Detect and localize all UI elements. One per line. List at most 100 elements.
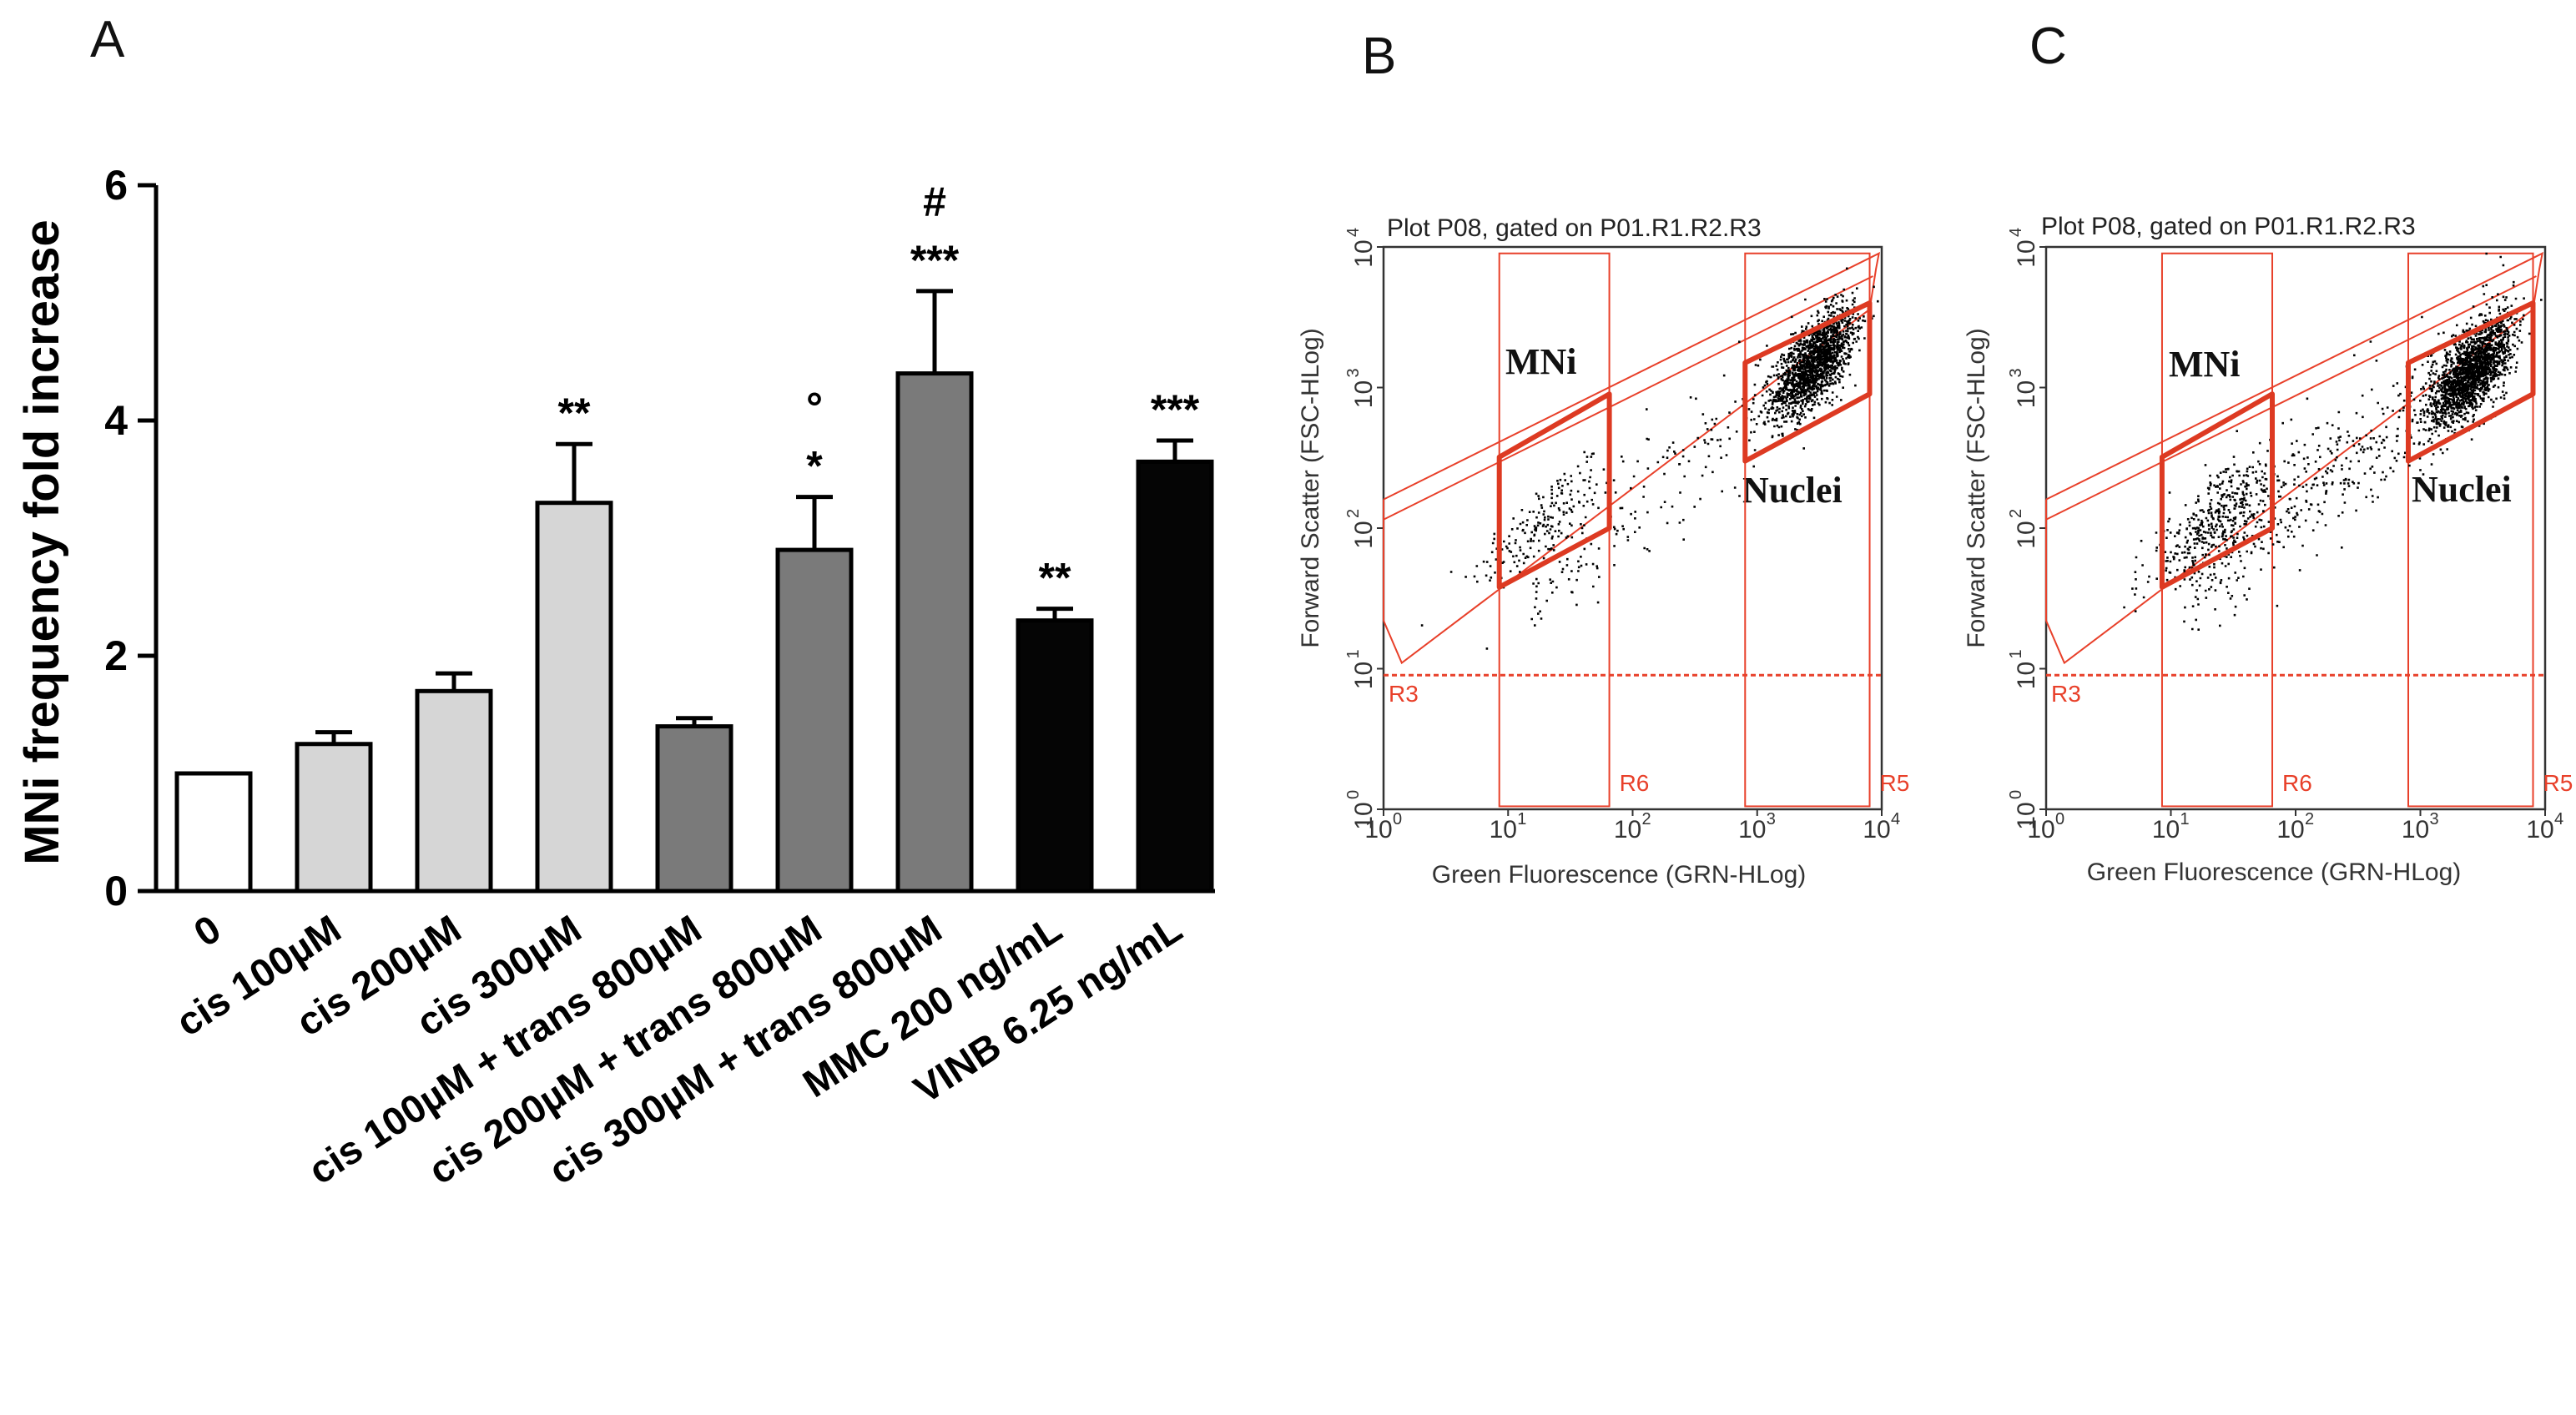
significance-annotations: ***°***#***** bbox=[558, 179, 1200, 602]
flow-b-region-label-mni: MNi bbox=[1505, 341, 1577, 382]
flow-b-y-tick-exp-2: 2 bbox=[1344, 509, 1363, 518]
flow-c-gate-r3-label: R3 bbox=[2051, 681, 2081, 707]
flow-b-y-tick-label-4: 10 bbox=[1350, 239, 1378, 267]
flow-c-x-tick-label-4: 10 bbox=[2526, 816, 2553, 843]
panel-letter-c: C bbox=[2029, 18, 2067, 75]
flow-b-x-tick-exp-0: 0 bbox=[1393, 810, 1402, 828]
flow-c-y-tick-exp-3: 3 bbox=[2007, 368, 2025, 377]
x-tick-label-0: 0 bbox=[186, 906, 229, 955]
flow-c-y-tick-label-2: 10 bbox=[2013, 521, 2040, 548]
bar-1 bbox=[295, 742, 373, 894]
flow-b-x-tick-label-2: 10 bbox=[1614, 816, 1641, 843]
flow-c-y-tick-exp-2: 2 bbox=[2007, 509, 2025, 518]
significance-annotation-5-0: * bbox=[806, 443, 823, 490]
bar-5 bbox=[775, 547, 854, 894]
flow-c-x-tick-label-3: 10 bbox=[2402, 816, 2429, 843]
flow-b-region-label-nuclei: Nuclei bbox=[1742, 470, 1843, 511]
y-axis: 0 2 4 6 bbox=[104, 162, 1215, 914]
bar-8 bbox=[1136, 459, 1214, 894]
flow-b-region-mni bbox=[1496, 391, 1612, 590]
bar-7 bbox=[1016, 618, 1094, 894]
flow-b-y-tick-label-1: 10 bbox=[1350, 662, 1378, 689]
error-bars bbox=[315, 289, 1193, 744]
flow-c-y-tick-label-4: 10 bbox=[2013, 239, 2040, 267]
flow-b-y-tick-exp-4: 4 bbox=[1344, 228, 1363, 237]
flow-plot-b: Plot P08, gated on P01.R1.R2.R3 Green Fl… bbox=[1297, 214, 1909, 889]
flow-b-gate-r5-label: R5 bbox=[1880, 770, 1910, 796]
significance-annotation-5-1: ° bbox=[806, 385, 823, 431]
bar-series bbox=[174, 371, 1214, 894]
flow-b-gate-r5 bbox=[1744, 252, 1871, 808]
flow-b-outer-gate bbox=[1383, 251, 1881, 665]
flow-b-x-tick-label-0: 10 bbox=[1364, 816, 1392, 843]
flow-c-gate-r6-label: R6 bbox=[2282, 770, 2312, 796]
flow-b-gate-r3-label: R3 bbox=[1389, 681, 1419, 707]
flow-c-x-tick-label-1: 10 bbox=[2152, 816, 2180, 843]
flow-c-y-tick-label-0: 10 bbox=[2013, 802, 2040, 829]
flow-c-gate-r5 bbox=[2407, 252, 2534, 808]
panel-letter-a: A bbox=[90, 11, 125, 68]
flow-c-y-tick-label-3: 10 bbox=[2013, 380, 2040, 408]
flow-c-y-tick-label-1: 10 bbox=[2013, 662, 2040, 689]
y-axis-title: MNi frequency fold increase bbox=[15, 219, 69, 865]
flow-c-x-tick-exp-2: 2 bbox=[2305, 810, 2314, 828]
bar-0 bbox=[174, 771, 253, 894]
flow-b-region-nuclei bbox=[1742, 300, 1873, 464]
y-tick-label-3: 6 bbox=[104, 162, 128, 209]
flow-c-region-mni bbox=[2159, 391, 2275, 590]
flow-b-x-tick-exp-2: 2 bbox=[1642, 810, 1651, 828]
flow-c-ylabel: Forward Scatter (FSC-HLog) bbox=[1963, 328, 1990, 647]
significance-annotation-6-0: *** bbox=[910, 237, 960, 284]
panel-letter-b: B bbox=[1362, 28, 1396, 85]
flow-c-x-tick-label-0: 10 bbox=[2027, 816, 2054, 843]
flow-b-xlabel: Green Fluorescence (GRN-HLog) bbox=[1432, 861, 1807, 889]
flow-c-region-label-mni: MNi bbox=[2169, 344, 2241, 385]
flow-c-title: Plot P08, gated on P01.R1.R2.R3 bbox=[2041, 213, 2416, 240]
flow-b-x-tick-exp-4: 4 bbox=[1891, 810, 1900, 828]
significance-annotation-6-1: # bbox=[923, 179, 946, 225]
flow-c-y-tick-exp-1: 1 bbox=[2007, 649, 2025, 658]
flow-c-outer-gate bbox=[2045, 251, 2544, 665]
flow-c-x-tick-exp-1: 1 bbox=[2180, 810, 2190, 828]
flow-c-region-nuclei bbox=[2406, 300, 2536, 464]
flow-c-outer-gate-upper bbox=[2045, 275, 2537, 521]
flow-c-xlabel: Green Fluorescence (GRN-HLog) bbox=[2087, 859, 2462, 886]
flow-c-x-tick-exp-4: 4 bbox=[2554, 810, 2563, 828]
flow-b-y-tick-exp-0: 0 bbox=[1344, 790, 1363, 799]
y-tick-label-0: 0 bbox=[104, 868, 128, 914]
flow-b-x-tick-label-1: 10 bbox=[1490, 816, 1517, 843]
significance-annotation-8-0: *** bbox=[1151, 386, 1200, 433]
flow-b-x-tick-label-4: 10 bbox=[1863, 816, 1890, 843]
flow-c-x-tick-exp-3: 3 bbox=[2430, 810, 2439, 828]
flow-b-y-tick-label-2: 10 bbox=[1350, 521, 1378, 548]
significance-annotation-7-0: ** bbox=[1039, 555, 1071, 602]
y-tick-label-2: 4 bbox=[104, 397, 128, 444]
flow-b-y-tick-label-3: 10 bbox=[1350, 380, 1378, 408]
flow-c-x-tick-exp-0: 0 bbox=[2055, 810, 2064, 828]
bar-6 bbox=[895, 371, 974, 894]
flow-c-y-tick-exp-0: 0 bbox=[2007, 790, 2025, 799]
flow-c-y-tick-exp-4: 4 bbox=[2007, 228, 2025, 237]
flow-b-x-tick-exp-1: 1 bbox=[1517, 810, 1526, 828]
flow-b-x-tick-exp-3: 3 bbox=[1767, 810, 1776, 828]
flow-b-gate-r6 bbox=[1498, 252, 1611, 808]
significance-annotation-3-0: ** bbox=[558, 390, 591, 436]
flow-b-event-dots bbox=[1420, 267, 1879, 650]
flow-plot-c: Plot P08, gated on P01.R1.R2.R3 Green Fl… bbox=[1963, 213, 2573, 886]
bar-4 bbox=[655, 724, 733, 894]
flow-b-ylabel: Forward Scatter (FSC-HLog) bbox=[1297, 328, 1324, 647]
flow-c-gate-r5-label: R5 bbox=[2543, 770, 2573, 796]
flow-b-gate-r6-label: R6 bbox=[1620, 770, 1650, 796]
flow-c-region-label-nuclei: Nuclei bbox=[2412, 469, 2512, 510]
flow-b-title: Plot P08, gated on P01.R1.R2.R3 bbox=[1387, 214, 1762, 242]
flow-b-x-tick-label-3: 10 bbox=[1738, 816, 1766, 843]
flow-c-x-tick-label-2: 10 bbox=[2276, 816, 2304, 843]
flow-b-y-tick-label-0: 10 bbox=[1350, 802, 1378, 829]
flow-b-y-tick-exp-3: 3 bbox=[1344, 368, 1363, 377]
bar-3 bbox=[535, 501, 613, 894]
